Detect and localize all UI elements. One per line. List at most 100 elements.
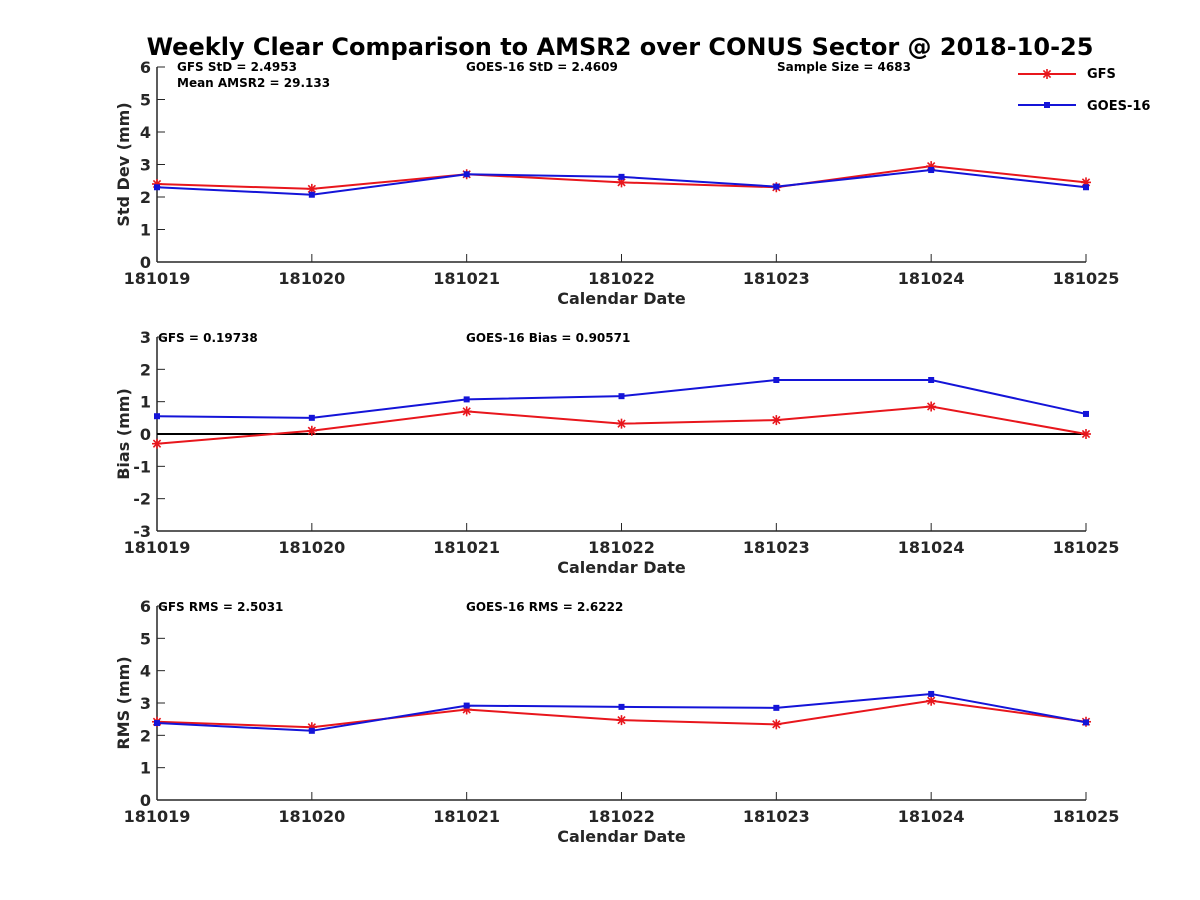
bias-gfs-point xyxy=(926,401,937,412)
std-dev-goes16-point xyxy=(1083,184,1089,191)
bias-goes16-point xyxy=(463,396,470,403)
bias-xtick-label: 181021 xyxy=(433,538,500,557)
bias-goes16-point xyxy=(773,377,780,384)
bias-xtick-label: 181025 xyxy=(1053,538,1120,557)
std-dev-ytick-label: 3 xyxy=(140,156,151,175)
legend-goes16-label: GOES-16 xyxy=(1087,99,1150,114)
bias-ytick-label: 3 xyxy=(140,328,151,347)
rms-xtick-label: 181020 xyxy=(278,807,345,826)
bias-gfs-point xyxy=(1081,429,1091,439)
bias-ytick-label: 1 xyxy=(140,393,151,412)
std-dev-x-axis-label: Calendar Date xyxy=(557,289,686,308)
mean-amsr2-annotation: Mean AMSR2 = 29.133 xyxy=(177,76,330,90)
rms-goes16-point xyxy=(618,703,625,710)
bias-goes16-point xyxy=(154,413,160,420)
bias-ytick-label: -3 xyxy=(133,522,151,541)
bias-goes16-point xyxy=(308,414,315,421)
bias-goes16-point xyxy=(928,377,935,384)
rms-xtick-label: 181021 xyxy=(433,807,500,826)
std-dev-panel: GFS StD = 2.4953 Mean AMSR2 = 29.133 GOE… xyxy=(114,58,1119,308)
bias-xtick-label: 181023 xyxy=(743,538,810,557)
bias-panel: GFS = 0.19738 GOES-16 Bias = 0.90571 -3 -… xyxy=(114,328,1119,577)
bias-gfs-point xyxy=(771,415,782,426)
bias-gfs-point xyxy=(152,438,162,449)
rms-xtick-label: 181019 xyxy=(124,807,191,826)
std-dev-goes16-point xyxy=(773,183,780,190)
std-dev-xtick-label: 181019 xyxy=(124,269,191,288)
bias-xtick-label: 181022 xyxy=(588,538,655,557)
rms-y-axis-label: RMS (mm) xyxy=(114,656,133,749)
bias-xtick-label: 181020 xyxy=(278,538,345,557)
bias-x-axis-label: Calendar Date xyxy=(557,558,686,577)
gfs-std-annotation: GFS StD = 2.4953 xyxy=(177,60,297,74)
rms-xtick-label: 181025 xyxy=(1053,807,1120,826)
rms-goes16-point xyxy=(154,720,160,727)
legend-gfs-marker xyxy=(1042,69,1052,79)
rms-ytick-label: 0 xyxy=(140,791,151,810)
std-dev-goes16-point xyxy=(928,167,935,174)
gfs-rms-annotation: GFS RMS = 2.5031 xyxy=(158,600,283,614)
bias-gfs-point xyxy=(616,418,627,429)
bias-xtick-label: 181024 xyxy=(898,538,965,557)
rms-ytick-label: 3 xyxy=(140,694,151,713)
legend-goes16-square xyxy=(1044,102,1050,108)
rms-ytick-label: 2 xyxy=(140,726,151,745)
rms-gfs-point xyxy=(616,715,627,726)
bias-ytick-label: 2 xyxy=(140,360,151,379)
rms-x-axis-label: Calendar Date xyxy=(557,827,686,846)
std-dev-goes16-point xyxy=(308,191,315,198)
rms-ytick-label: 4 xyxy=(140,662,151,681)
rms-xtick-label: 181023 xyxy=(743,807,810,826)
std-dev-y-axis-label: Std Dev (mm) xyxy=(114,102,133,226)
std-dev-goes16-point xyxy=(463,171,470,178)
std-dev-goes16-point xyxy=(154,184,160,191)
rms-xtick-label: 181024 xyxy=(898,807,965,826)
bias-xtick-label: 181019 xyxy=(124,538,191,557)
std-dev-xtick-label: 181024 xyxy=(898,269,965,288)
std-dev-ytick-label: 6 xyxy=(140,58,151,77)
std-dev-ytick-label: 0 xyxy=(140,253,151,272)
std-dev-goes16-point xyxy=(618,173,625,180)
rms-goes16-point xyxy=(463,702,470,709)
rms-ytick-label: 1 xyxy=(140,759,151,778)
gfs-bias-annotation: GFS = 0.19738 xyxy=(158,331,258,345)
rms-goes16-line xyxy=(156,692,1087,732)
rms-goes16-point xyxy=(308,727,315,734)
std-dev-xtick-label: 181021 xyxy=(433,269,500,288)
rms-gfs-point xyxy=(926,695,937,706)
bias-y-axis-label: Bias (mm) xyxy=(114,388,133,480)
sample-size-annotation: Sample Size = 4683 xyxy=(777,60,911,74)
std-dev-xtick-label: 181025 xyxy=(1053,269,1120,288)
legend-gfs-asterisk xyxy=(1042,69,1052,79)
std-dev-xtick-label: 181020 xyxy=(278,269,345,288)
rms-xtick-label: 181022 xyxy=(588,807,655,826)
std-dev-ytick-label: 1 xyxy=(140,221,151,240)
goes16-bias-annotation: GOES-16 Bias = 0.90571 xyxy=(466,331,630,345)
bias-ytick-label: -1 xyxy=(133,457,151,476)
std-dev-ytick-label: 5 xyxy=(140,91,151,110)
legend: GFS GOES-16 xyxy=(1018,67,1150,114)
rms-goes16-point xyxy=(928,690,935,697)
std-dev-xtick-label: 181022 xyxy=(588,269,655,288)
rms-ytick-label: 5 xyxy=(140,629,151,648)
bias-ytick-label: -2 xyxy=(133,490,151,509)
rms-goes16-point xyxy=(1083,719,1089,726)
rms-panel: GFS RMS = 2.5031 GOES-16 RMS = 2.6222 01… xyxy=(114,597,1119,846)
std-dev-ytick-label: 2 xyxy=(140,188,151,207)
goes16-std-annotation: GOES-16 StD = 2.4609 xyxy=(466,60,618,74)
legend-gfs-label: GFS xyxy=(1087,67,1116,82)
rms-gfs-point xyxy=(771,719,782,730)
chart-title: Weekly Clear Comparison to AMSR2 over CO… xyxy=(147,33,1094,61)
legend-goes16-marker xyxy=(1044,102,1050,108)
goes16-rms-annotation: GOES-16 RMS = 2.6222 xyxy=(466,600,623,614)
std-dev-ytick-label: 4 xyxy=(140,123,151,142)
bias-gfs-point xyxy=(461,406,472,417)
rms-goes16-point xyxy=(773,704,780,711)
bias-gfs-point xyxy=(306,425,317,436)
std-dev-xtick-label: 181023 xyxy=(743,269,810,288)
bias-ytick-label: 0 xyxy=(140,425,151,444)
bias-goes16-point xyxy=(1083,410,1089,417)
rms-ytick-label: 6 xyxy=(140,597,151,616)
bias-goes16-point xyxy=(618,393,625,400)
